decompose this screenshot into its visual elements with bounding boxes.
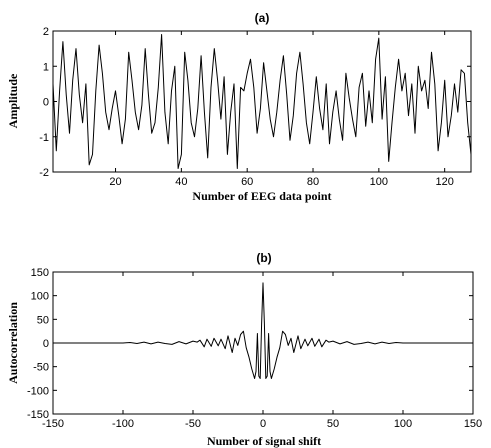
- panel-a-series-line: [52, 34, 472, 169]
- panel-b-plot-frame: [52, 271, 474, 415]
- panel-b-ytick-label: -150: [27, 409, 49, 421]
- panel-b-xtick-label: 150: [464, 418, 482, 430]
- panel-b-xtick-label: 0: [260, 418, 266, 430]
- panel-b-ylabel: Autocorrelation: [6, 302, 20, 384]
- panel-a-xtick-label: 20: [109, 176, 121, 188]
- panel-a-ytick-label: 2: [43, 26, 49, 38]
- panel-b-autocorrelation: (b) -150 -100 -50 0 50 100 150 -150 -100 -50 0 50 10…: [6, 251, 482, 448]
- panel-a-ytick-label: -1: [39, 132, 49, 144]
- panel-b-xtick-label: 50: [327, 418, 339, 430]
- panel-a-xtick-label: 120: [435, 176, 453, 188]
- panel-a-ylabel: Amplitude: [6, 73, 20, 128]
- panel-b-series-line: [53, 282, 473, 379]
- panel-b-xtick-label: -150: [42, 418, 64, 430]
- panel-a-plot-frame: [52, 30, 472, 173]
- panel-b-ytick-label: -50: [33, 362, 49, 374]
- panel-a-ytick-label: 0: [43, 97, 49, 109]
- panel-a-xtick-label: 40: [175, 176, 187, 188]
- panel-a-xlabel: Number of EEG data point: [192, 189, 331, 203]
- panel-a-xtick-label: 60: [241, 176, 253, 188]
- panel-b-ytick-label: 0: [43, 338, 49, 350]
- panel-b-ytick-label: 150: [31, 267, 49, 279]
- panel-b-xlabel: Number of signal shift: [207, 434, 321, 448]
- panel-b-xtick-label: -50: [185, 418, 201, 430]
- panel-a-xtick-label: 80: [307, 176, 319, 188]
- panel-b-title: (b): [256, 251, 271, 265]
- panel-a-title: (a): [255, 11, 270, 25]
- panel-b-ytick-label: -100: [27, 385, 49, 397]
- panel-b-xtick-label: 100: [394, 418, 412, 430]
- panel-b-ytick-label: 50: [37, 314, 49, 326]
- panel-b-ytick-label: 100: [31, 291, 49, 303]
- panel-b-xtick-label: -100: [112, 418, 134, 430]
- panel-a-xtick-label: 100: [370, 176, 388, 188]
- panel-a-eeg-signal: (a) 20 40 60 80 100 120 -2 -1 0 1 2 Number of EEG …: [6, 11, 472, 203]
- panel-a-ytick-label: 1: [43, 61, 49, 73]
- panel-a-ytick-label: -2: [39, 167, 49, 179]
- panel-b-ticks: -150 -100 -50 0 50 100 150 -150 -100 -50 0 50 100 150: [27, 267, 482, 430]
